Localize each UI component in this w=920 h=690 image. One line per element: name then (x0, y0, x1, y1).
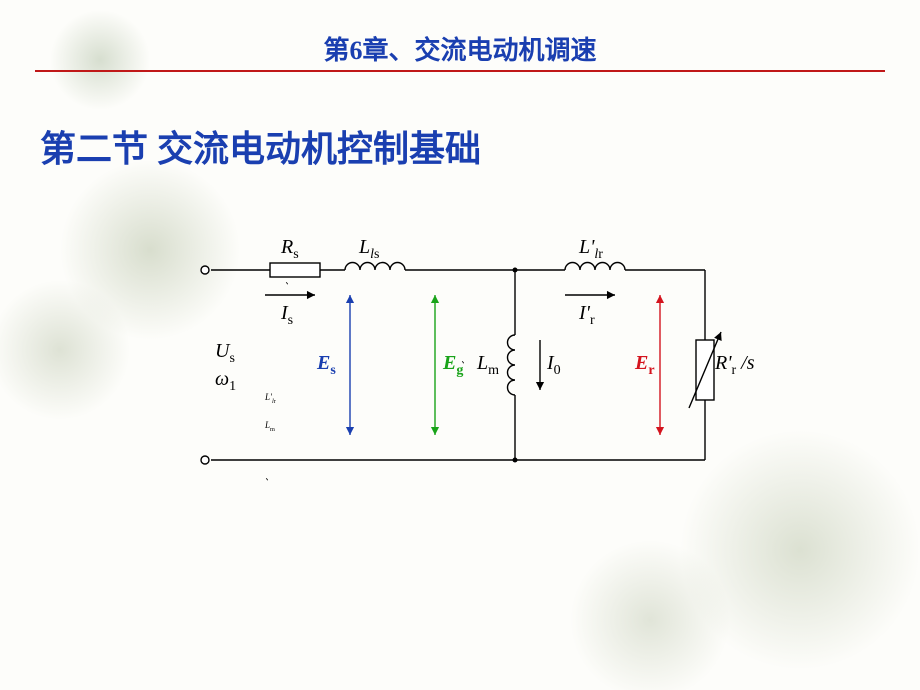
label-tiny4: 、 (461, 353, 470, 366)
label-Rrs: R'r /s (715, 352, 755, 379)
chapter-title: 第6章、交流电动机调速 (0, 30, 920, 67)
section-title: 第二节 交流电动机控制基础 (40, 120, 481, 172)
label-Llr: L'lr (579, 236, 603, 263)
label-tiny1: L'lr (265, 392, 276, 405)
label-tiny2: Lm (265, 420, 275, 433)
label-Er: Er (635, 352, 655, 379)
label-tiny3: 、 (285, 274, 294, 287)
label-Lls: Lls (359, 236, 379, 263)
label-Is: Is (281, 302, 293, 329)
circuit-diagram: RsLlsL'lrIsI'rUsω1EsEgLmI0ErR'r /sL'lrLm… (195, 240, 755, 480)
label-Us: Us (215, 340, 235, 367)
label-Rs: Rs (281, 236, 299, 263)
horizontal-rule (35, 70, 885, 72)
label-tiny5: 、 (265, 470, 274, 483)
label-Es: Es (317, 352, 336, 379)
label-Ir: I'r (579, 302, 595, 329)
label-w1: ω1 (215, 368, 236, 395)
label-Lm: Lm (477, 352, 499, 379)
circuit-svg (195, 240, 755, 480)
label-I0: I0 (547, 352, 561, 379)
